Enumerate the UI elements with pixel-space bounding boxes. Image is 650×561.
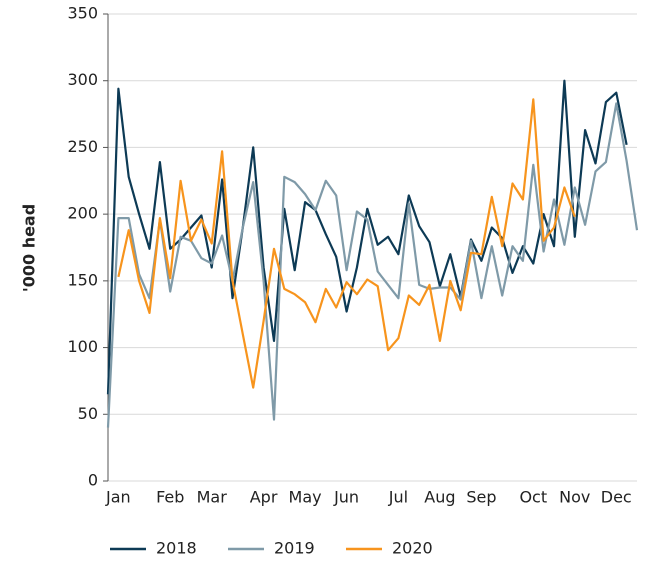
x-tick-label: Apr	[250, 488, 278, 507]
y-tick-label: 100	[67, 337, 98, 356]
x-tick-label: Oct	[519, 488, 547, 507]
legend-label: 2019	[274, 539, 315, 558]
y-tick-label: 150	[67, 270, 98, 289]
y-tick-label: 200	[67, 204, 98, 223]
x-tick-label: Aug	[424, 488, 455, 507]
y-tick-label: 250	[67, 137, 98, 156]
y-tick-label: 50	[78, 404, 98, 423]
x-tick-label: Jun	[333, 488, 359, 507]
x-tick-label: Sep	[466, 488, 496, 507]
x-tick-label: Jan	[105, 488, 131, 507]
y-tick-label: 300	[67, 70, 98, 89]
x-tick-label: Mar	[197, 488, 228, 507]
x-tick-label: Dec	[601, 488, 632, 507]
series-line	[106, 102, 639, 428]
series-line	[117, 98, 576, 389]
legend-label: 2018	[156, 539, 197, 558]
x-tick-label: Feb	[156, 488, 184, 507]
x-tick-label: Jul	[388, 488, 408, 507]
x-tick-label: Nov	[559, 488, 590, 507]
y-tick-label: 350	[67, 4, 98, 23]
x-tick-label: May	[289, 488, 322, 507]
legend-label: 2020	[392, 539, 433, 558]
y-axis-label: '000 head	[20, 204, 39, 292]
y-tick-label: 0	[88, 471, 98, 490]
